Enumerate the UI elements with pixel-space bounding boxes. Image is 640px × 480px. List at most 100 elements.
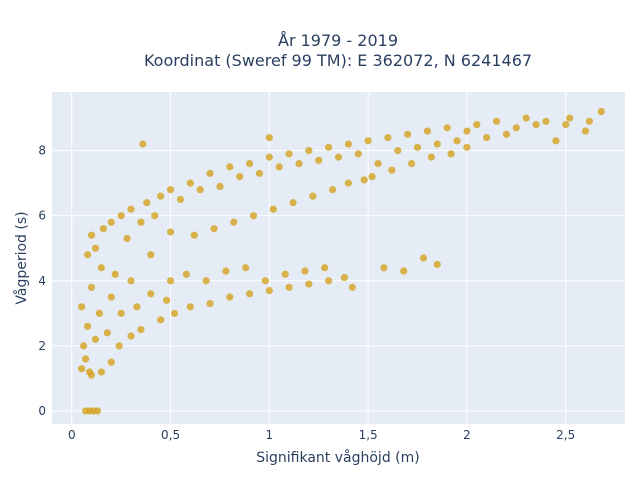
data-point [581,127,590,135]
data-point [261,277,269,285]
data-point [93,407,102,415]
data-point [242,264,250,272]
data-point [419,254,428,262]
data-point [163,296,171,304]
data-point [433,260,441,269]
data-point [285,150,293,158]
data-point [433,140,441,148]
data-point [360,176,368,184]
data-point [281,270,289,278]
data-point [249,212,258,220]
x-tick-label: 0,5 [161,428,180,442]
data-point [182,270,190,278]
chart-title-line-1: År 1979 - 2019 [278,31,398,50]
x-axis-title: Signifikant våghöjd (m) [256,449,419,466]
data-point [597,107,605,116]
data-point [265,286,273,295]
x-tick-labels: 0 0,5 1 1,5 2 2,5 [68,428,575,442]
data-point [166,186,175,194]
data-point [275,163,283,171]
data-point [147,251,155,259]
data-point [413,143,422,151]
data-point [95,309,104,317]
data-point [315,156,323,164]
data-point [453,137,461,145]
data-point [236,173,244,181]
data-point [344,179,352,187]
data-point [137,326,145,334]
data-point [348,283,356,291]
data-point [133,303,141,311]
data-point [354,150,362,158]
data-point [325,277,333,285]
data-point [562,120,570,129]
data-point [196,186,204,194]
data-point [522,114,530,122]
data-point [170,309,179,317]
data-point [157,192,165,200]
y-tick-label: 6 [38,209,46,223]
data-point [423,127,432,135]
data-point [443,124,451,132]
plot-area [52,92,625,424]
data-point [309,192,317,200]
data-point [87,231,96,239]
data-point [404,130,412,138]
data-point [107,293,115,301]
data-point [269,205,277,213]
data-point [115,342,123,350]
data-point [388,166,396,174]
data-point [202,277,210,285]
data-point [107,218,115,226]
x-tick-label: 1,5 [359,428,378,442]
data-point [285,283,293,291]
data-point [216,182,224,190]
data-point [78,303,86,311]
data-point [483,133,491,142]
data-point [99,225,107,233]
data-point [265,153,273,161]
data-point [81,355,90,363]
data-point [127,277,135,285]
data-point [83,322,92,330]
data-point [328,186,337,194]
data-point [427,153,435,161]
data-point [532,120,540,129]
data-point [473,120,481,129]
data-point [585,117,594,125]
data-point [97,264,105,272]
data-point [151,212,159,220]
data-point [255,169,264,177]
data-point [295,160,303,168]
y-axis-title: Vågperiod (s) [13,211,30,304]
data-point [157,316,165,324]
data-point [117,212,125,220]
data-point [265,133,273,142]
data-point [384,133,392,142]
data-point [127,205,135,213]
data-point [87,283,96,291]
data-point [226,293,234,301]
data-point [210,225,218,233]
y-tick-label: 8 [38,144,46,158]
data-point [166,228,175,236]
data-point [305,280,313,288]
data-point [325,143,333,151]
data-point [91,335,100,343]
x-tick-label: 2,5 [556,428,575,442]
data-point [107,358,115,366]
data-point [334,153,343,161]
data-point [447,150,455,158]
data-point [166,277,175,285]
x-tick-label: 0 [68,428,76,442]
data-points [78,107,605,415]
data-point [374,160,382,168]
data-point [394,146,402,155]
data-point [226,163,234,171]
data-point [492,117,501,125]
data-point [344,140,352,148]
data-point [87,371,96,379]
data-point [206,169,214,177]
y-tick-labels: 0 2 4 6 8 [38,144,46,418]
